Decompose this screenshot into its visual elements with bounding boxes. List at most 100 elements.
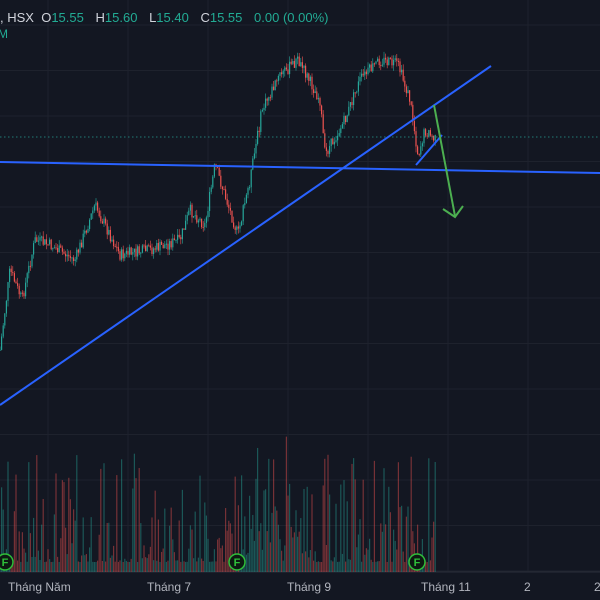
- candle-body: [109, 229, 111, 242]
- indicator-label: M: [0, 27, 8, 41]
- candle-body: [397, 60, 399, 62]
- volume-bar: [359, 519, 361, 572]
- x-tick-label: Tháng 11: [421, 580, 471, 594]
- candle-body: [311, 76, 313, 90]
- financial-event-marker[interactable]: F: [228, 553, 246, 571]
- volume-bar: [372, 561, 374, 572]
- candle-body: [20, 292, 22, 295]
- candle-body: [149, 245, 151, 248]
- volume-bar: [161, 551, 163, 572]
- candle-body: [49, 239, 51, 245]
- candle-body: [135, 248, 137, 257]
- volume-bar: [145, 557, 147, 572]
- candle-body: [309, 76, 311, 81]
- candle-body: [101, 221, 103, 224]
- candle-body: [231, 210, 233, 223]
- candle-body: [84, 230, 86, 234]
- volume-bar: [7, 461, 9, 572]
- volume-bar: [245, 554, 247, 572]
- candle-body: [108, 229, 110, 235]
- volume-bar: [109, 557, 111, 572]
- financial-event-marker[interactable]: F: [408, 553, 426, 571]
- volume-bar: [65, 527, 67, 572]
- volume-bar: [55, 473, 57, 572]
- candle-body: [202, 226, 204, 228]
- volume-bar: [103, 463, 105, 572]
- volume-bar: [266, 531, 268, 572]
- candle-body: [106, 223, 108, 235]
- candle-body: [383, 57, 385, 65]
- volume-bar: [394, 540, 396, 572]
- candle-body: [268, 97, 270, 101]
- candle-body: [52, 248, 54, 250]
- volume-bar: [381, 531, 383, 572]
- financial-event-marker[interactable]: F: [0, 553, 14, 571]
- volume-bar: [337, 561, 339, 572]
- volume-bar: [428, 458, 430, 572]
- volume-bar: [82, 517, 84, 572]
- volume-bar: [277, 524, 279, 572]
- volume-bar: [386, 561, 388, 572]
- volume-bar: [90, 517, 92, 572]
- candle-body: [324, 133, 326, 148]
- volume-bar: [433, 521, 435, 572]
- volume-bar: [319, 561, 321, 572]
- volume-bar: [351, 463, 353, 572]
- candle-body: [378, 58, 380, 66]
- volume-bar: [74, 520, 76, 572]
- volume-bar: [332, 561, 334, 572]
- candle-body: [177, 234, 179, 240]
- volume-bar: [165, 561, 167, 572]
- candle-body: [74, 259, 76, 261]
- candle-body: [95, 202, 97, 206]
- volume-bar: [127, 561, 129, 572]
- candle-body: [337, 135, 339, 141]
- volume-bar: [23, 548, 25, 572]
- candle-body: [34, 237, 36, 244]
- event-label: F: [414, 557, 421, 569]
- volume-bar: [164, 508, 166, 572]
- candle-body: [181, 228, 183, 240]
- candle-body: [425, 129, 427, 136]
- candle-body: [5, 300, 7, 314]
- volume-bar: [402, 551, 404, 572]
- candle-body: [199, 218, 201, 221]
- volume-bar: [204, 502, 206, 572]
- volume-bar: [354, 479, 356, 572]
- candle-body: [145, 245, 147, 252]
- candle-body: [68, 254, 70, 257]
- candle-body: [341, 124, 343, 129]
- volume-bar: [138, 468, 140, 572]
- candle-body: [4, 313, 6, 326]
- volume-bar: [39, 559, 41, 572]
- volume-bar: [92, 561, 94, 572]
- volume-bar: [137, 561, 139, 572]
- candle-body: [209, 191, 211, 212]
- candle-body: [44, 239, 46, 245]
- volume-bar: [79, 561, 81, 572]
- candle-body: [386, 59, 388, 66]
- candle-body: [87, 228, 89, 233]
- volume-bar: [269, 542, 271, 572]
- candle-body: [239, 225, 241, 229]
- candle-body: [258, 130, 260, 132]
- candle-body: [207, 211, 209, 218]
- volume-bar: [159, 561, 161, 572]
- candle-body: [42, 236, 44, 245]
- low-label: L: [149, 10, 157, 25]
- candle-body: [93, 205, 95, 211]
- candle-body: [247, 187, 249, 195]
- volume-bar: [341, 553, 343, 572]
- candle-body: [369, 64, 371, 68]
- volume-bar: [193, 558, 195, 572]
- candle-body: [407, 90, 409, 94]
- candle-body: [151, 247, 153, 255]
- volume-bar: [311, 494, 313, 572]
- candle-body: [290, 61, 292, 64]
- volume-bar: [314, 551, 316, 572]
- volume-bar: [135, 478, 137, 572]
- volume-bar: [148, 554, 150, 572]
- candle-body: [36, 237, 38, 242]
